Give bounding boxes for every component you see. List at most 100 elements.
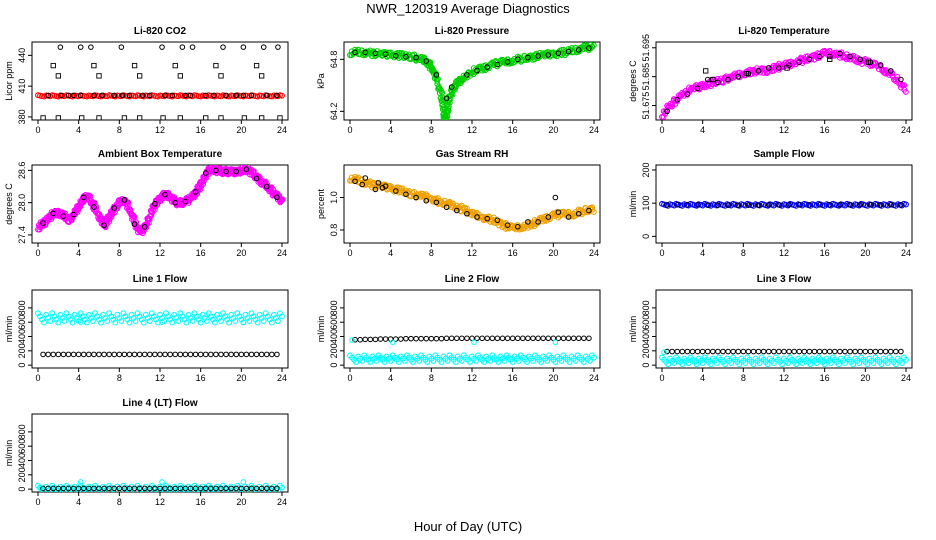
panel-li-820-temperature-xtick-label: 20 [860,125,870,135]
circle-point [101,351,107,358]
circle-point [260,44,267,50]
circle-point [372,50,379,57]
circle-point [852,348,858,355]
circle-point [223,351,229,358]
band-point [884,360,891,367]
band-point [268,319,275,326]
band-point [430,357,437,364]
panel-sample-flow-xtick-label: 12 [779,248,789,258]
panel-li-820-temperature-frame [655,41,913,121]
circle-point [367,336,374,343]
panel-line-3-flow-series-line-3-sample [664,348,904,355]
circle-point [80,194,87,201]
circle-point [413,194,419,201]
circle-point [131,351,138,358]
panel-li-820-co2-xtick-label: 20 [236,125,246,135]
circle-point [392,188,399,194]
circle-point [382,336,389,342]
circle-point [448,335,455,342]
panel-line-4-lt-flow-ytick-label: 800 [17,424,27,439]
circle-point [806,348,813,355]
circle-point [781,348,787,355]
circle-point [842,348,848,355]
circle-point [111,351,118,358]
circle-point [704,348,711,355]
circle-point [45,351,51,358]
panel-ambient-box-temperature-series-1-min-averages [35,165,286,237]
circle-point [403,191,409,198]
curve-point [171,196,178,202]
band-point [501,357,508,364]
band-point [367,359,374,365]
band-point [728,360,735,367]
curve-point [577,208,584,214]
circle-point [586,335,592,342]
panel-li-820-temperature-plot-area [659,47,909,120]
circle-point [565,335,572,342]
square-point [137,73,143,79]
circle-point [382,183,389,189]
circle-point [560,335,567,342]
circle-point [238,351,245,358]
panel-li-820-temperature: Li-820 Temperature 0 4 8 12 16 20 24 51.67551.68… [628,26,913,135]
circle-point [40,220,46,226]
square-point [40,115,46,120]
circle-point [202,351,209,358]
circle-point [77,92,84,99]
band-point [69,319,76,326]
circle-point [433,199,440,206]
circle-point [552,194,559,201]
panel-gas-stream-rh-xtick-label: 20 [548,248,558,258]
band-point [183,319,190,326]
circle-point [240,92,247,99]
band-point [793,361,800,368]
circle-point [152,351,158,358]
circle-point [379,184,386,191]
panel-li-820-co2-xtick-label: 24 [277,125,287,135]
panel-line-1-flow-xtick-label: 12 [155,373,165,383]
curve-point [590,42,597,49]
circle-point [375,180,382,186]
circle-point [484,335,491,342]
panel-ambient-box-temperature-xtick-label: 16 [196,248,206,258]
circle-point [837,202,843,208]
panel-gas-stream-rh-ytick-label: 1.0 [329,191,339,204]
panel-li-820-co2-xtick-label: 16 [196,125,206,135]
circle-point [816,348,823,355]
panel-li-820-pressure-xtick-label: 0 [347,125,352,135]
circle-point [167,351,173,358]
square-point [743,71,750,77]
band-point [538,359,545,365]
panel-line-1-flow-ytick-label: 400 [17,329,27,344]
circle-point [86,351,92,358]
circle-point [223,92,229,99]
panel-line-3-flow-xtick-label: 20 [860,373,870,383]
circle-point [70,92,77,99]
band-point [487,357,494,364]
circle-point [715,348,721,355]
circle-point [213,167,219,174]
panel-sample-flow-xtick-label: 24 [901,248,911,258]
band-point [254,319,261,326]
band-point [155,319,161,326]
panel-gas-stream-rh-title: Gas Stream RH [436,149,509,160]
circle-point [755,348,762,355]
band-point [572,357,579,364]
panel-li-820-pressure-title: Li-820 Pressure [435,26,510,37]
panel-li-820-pressure-xtick-label: 12 [467,125,477,135]
panel-line-2-flow: Line 2 Flow 0 4 8 12 16 20 24 0 200400600800ml/mi… [316,274,601,383]
curve-point [589,43,596,50]
circle-point [55,351,62,358]
circle-point [755,202,762,208]
circle-point [349,337,355,343]
square-point [50,62,56,69]
band-point [878,361,885,368]
curve-point [902,88,909,95]
circle-point [730,348,736,355]
circle-point [867,348,874,355]
panel-li-820-temperature-ytick-label: 51.685 [641,63,651,91]
curve-point [444,117,451,120]
